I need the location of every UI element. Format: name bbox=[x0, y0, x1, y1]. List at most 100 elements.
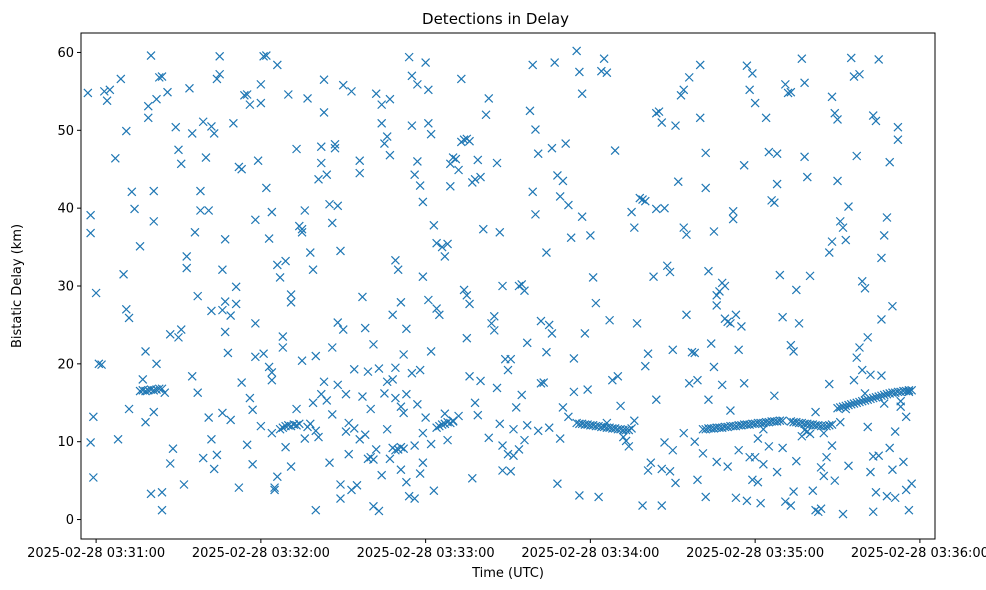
data-point bbox=[207, 434, 216, 444]
x-tick-label: 2025-02-28 03:35:00 bbox=[686, 546, 824, 561]
data-point bbox=[209, 128, 219, 138]
data-point bbox=[272, 260, 282, 270]
data-point bbox=[157, 384, 167, 394]
data-point bbox=[833, 114, 842, 124]
data-point bbox=[415, 181, 425, 191]
data-point bbox=[358, 292, 367, 302]
data-point bbox=[863, 332, 873, 342]
data-point bbox=[432, 423, 442, 433]
data-point bbox=[443, 435, 453, 445]
data-point bbox=[618, 432, 628, 442]
data-point bbox=[267, 367, 277, 377]
data-point bbox=[819, 428, 829, 438]
data-point bbox=[514, 445, 524, 454]
data-point bbox=[138, 374, 148, 384]
data-point bbox=[135, 241, 145, 251]
data-point bbox=[728, 214, 738, 224]
x-axis: 2025-02-28 03:31:00 2025-02-28 03:32:00 20… bbox=[27, 539, 986, 561]
data-point bbox=[382, 132, 392, 141]
data-point bbox=[866, 370, 875, 380]
x-tick-label: 2025-02-28 03:33:00 bbox=[357, 546, 495, 561]
data-point bbox=[333, 201, 343, 211]
data-point bbox=[308, 398, 318, 408]
data-point bbox=[838, 509, 848, 519]
data-point bbox=[660, 438, 669, 447]
data-point bbox=[528, 60, 538, 70]
data-point bbox=[248, 459, 258, 469]
data-point bbox=[704, 395, 713, 405]
data-point bbox=[385, 454, 395, 464]
data-point bbox=[371, 89, 381, 99]
data-point bbox=[385, 94, 395, 104]
data-point bbox=[187, 128, 197, 138]
data-point bbox=[882, 213, 892, 222]
data-point bbox=[835, 216, 845, 226]
data-point bbox=[314, 174, 323, 184]
data-point bbox=[217, 265, 227, 275]
data-point bbox=[629, 416, 639, 426]
y-tick: 30 bbox=[57, 280, 81, 295]
data-point bbox=[811, 505, 820, 515]
data-point bbox=[621, 436, 631, 446]
data-point bbox=[278, 332, 288, 342]
data-point bbox=[844, 202, 853, 212]
data-point bbox=[300, 434, 310, 444]
data-point bbox=[473, 410, 483, 420]
data-point bbox=[171, 122, 181, 132]
data-point bbox=[627, 424, 636, 433]
data-point bbox=[712, 301, 722, 310]
data-point bbox=[91, 288, 101, 298]
data-point bbox=[333, 318, 343, 328]
data-point bbox=[99, 86, 109, 96]
data-point bbox=[676, 90, 686, 100]
data-point bbox=[816, 504, 826, 514]
data-point bbox=[695, 113, 705, 123]
data-point bbox=[94, 359, 104, 369]
data-point bbox=[176, 159, 186, 169]
data-point bbox=[731, 310, 741, 320]
data-point bbox=[437, 420, 447, 429]
data-point bbox=[363, 367, 373, 377]
data-point bbox=[465, 299, 474, 309]
data-point bbox=[885, 157, 895, 167]
data-point bbox=[885, 443, 895, 453]
x-tick: 2025-02-28 03:31:00 bbox=[27, 539, 165, 561]
data-point bbox=[407, 368, 417, 378]
data-point bbox=[536, 316, 546, 326]
data-point bbox=[506, 354, 516, 364]
data-point bbox=[418, 458, 428, 468]
data-point bbox=[484, 433, 494, 443]
data-point bbox=[852, 151, 862, 161]
data-point bbox=[542, 248, 551, 257]
data-point bbox=[495, 419, 505, 429]
data-point bbox=[874, 392, 884, 401]
data-point bbox=[893, 122, 903, 132]
data-point bbox=[311, 426, 321, 436]
data-point bbox=[824, 379, 834, 389]
data-point bbox=[448, 417, 458, 426]
data-point bbox=[492, 383, 502, 393]
data-point bbox=[278, 343, 288, 352]
data-point bbox=[528, 187, 538, 197]
data-point bbox=[401, 477, 411, 487]
data-point bbox=[163, 87, 172, 97]
data-point bbox=[412, 399, 422, 409]
data-point bbox=[83, 88, 93, 98]
data-point bbox=[415, 365, 425, 375]
data-point bbox=[544, 320, 554, 330]
data-point bbox=[907, 385, 917, 395]
data-point bbox=[643, 349, 653, 359]
data-point bbox=[811, 407, 820, 417]
data-point bbox=[322, 170, 332, 180]
data-point bbox=[533, 426, 543, 436]
data-point bbox=[775, 270, 785, 280]
data-point bbox=[728, 206, 738, 216]
data-point bbox=[322, 396, 332, 405]
data-point bbox=[498, 466, 507, 475]
data-point bbox=[709, 227, 719, 236]
data-point bbox=[281, 442, 290, 452]
data-point bbox=[448, 153, 458, 162]
data-point bbox=[88, 473, 98, 482]
data-point bbox=[654, 107, 664, 117]
data-point bbox=[827, 441, 837, 451]
